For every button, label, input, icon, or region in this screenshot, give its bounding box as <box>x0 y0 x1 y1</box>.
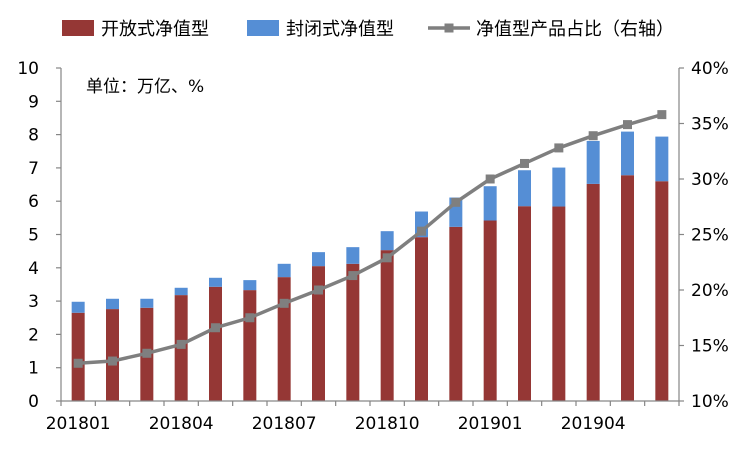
bar-open-201809 <box>346 263 360 401</box>
y-right-tick-label: 30% <box>691 170 729 190</box>
ratio-point-201803 <box>142 348 152 358</box>
ratio-point-201906 <box>657 110 667 120</box>
x-tick-label: 201801 <box>46 414 111 434</box>
bar-closed-201809 <box>346 247 360 264</box>
ratio-point-201902 <box>520 158 529 168</box>
bar-open-201807 <box>277 277 291 401</box>
bar-closed-201810 <box>380 231 394 251</box>
ratio-point-201802 <box>108 356 117 366</box>
bar-closed-201906 <box>655 136 669 182</box>
ratio-point-201903 <box>554 143 564 153</box>
legend-swatch-open <box>62 20 94 36</box>
ratio-point-201812 <box>451 197 461 207</box>
y-left-tick-label: 7 <box>28 159 39 179</box>
bar-closed-201801 <box>71 301 85 313</box>
y-left-tick-label: 8 <box>28 126 39 146</box>
bar-open-201801 <box>71 312 85 401</box>
y-left-tick-label: 2 <box>28 325 39 345</box>
y-left-tick-label: 4 <box>28 259 39 279</box>
bar-closed-201802 <box>106 298 119 310</box>
y-right-tick-label: 25% <box>691 226 729 246</box>
ratio-point-201904 <box>588 131 598 141</box>
x-tick-label: 201804 <box>149 414 214 434</box>
y-left-tick-label: 9 <box>28 92 39 112</box>
bar-open-201811 <box>415 237 428 401</box>
ratio-line <box>78 112 663 366</box>
legend: 开放式净值型 封闭式净值型 净值型产品占比（右轴） <box>62 19 674 40</box>
bar-closed-201902 <box>518 170 531 207</box>
bar-closed-201904 <box>586 140 600 184</box>
y-right-tick-label: 15% <box>691 337 729 357</box>
ratio-point-201811 <box>417 226 426 236</box>
bar-open-201902 <box>518 206 531 401</box>
legend-label-ratio: 净值型产品占比（右轴） <box>476 19 674 40</box>
ratio-point-201805 <box>211 323 220 333</box>
legend-swatch-closed <box>247 20 279 36</box>
y-left-tick-label: 5 <box>28 226 39 246</box>
bar-open-201905 <box>621 175 634 401</box>
ratio-point-201804 <box>176 339 186 349</box>
bar-open-201806 <box>243 290 257 401</box>
bar-closed-201804 <box>174 287 188 296</box>
x-tick-label: 201904 <box>561 414 626 434</box>
bar-open-201903 <box>552 206 566 401</box>
bar-closed-201806 <box>243 280 257 291</box>
ratio-point-201801 <box>73 358 83 368</box>
bar-closed-201807 <box>277 263 291 278</box>
y-right-tick-label: 20% <box>691 281 729 301</box>
bar-open-201810 <box>380 250 394 401</box>
y-right-tick-label: 40% <box>691 59 729 79</box>
ratio-point-201901 <box>485 174 495 184</box>
bar-open-201812 <box>449 226 463 401</box>
bar-closed-201803 <box>140 298 154 308</box>
bar-closed-201808 <box>312 252 325 267</box>
y-left-tick-label: 3 <box>28 292 39 312</box>
bar-closed-201905 <box>621 131 634 176</box>
x-tick-label: 201810 <box>355 414 420 434</box>
bar-open-201904 <box>586 183 600 401</box>
y-right-tick-label: 10% <box>691 392 729 412</box>
legend-label-closed: 封闭式净值型 <box>286 19 394 40</box>
ratio-point-201807 <box>279 298 289 308</box>
axes: 0 1 2 3 4 5 6 7 8 9 10 10% 15% 20% 25% 30% 35% 40% 201801 2… <box>17 59 728 434</box>
x-tick-label: 201901 <box>458 414 523 434</box>
ratio-point-201806 <box>245 313 255 323</box>
y-left-tick-label: 1 <box>28 359 39 379</box>
ratio-point-201808 <box>314 285 323 295</box>
bar-closed-201901 <box>483 186 497 221</box>
bar-open-201808 <box>312 266 325 401</box>
unit-note: 单位：万亿、% <box>86 77 204 97</box>
bar-open-201906 <box>655 181 669 401</box>
bar-open-201805 <box>209 286 222 401</box>
ratio-point-201810 <box>382 253 392 263</box>
bar-closed-201903 <box>552 167 566 207</box>
bar-open-201901 <box>483 220 497 401</box>
y-left-tick-label: 6 <box>28 192 39 212</box>
legend-marker-ratio <box>444 23 454 33</box>
ratio-point-201809 <box>348 271 358 281</box>
legend-label-open: 开放式净值型 <box>101 19 209 40</box>
y-left-tick-label: 10 <box>17 59 39 79</box>
ratio-point-201905 <box>623 120 632 130</box>
y-right-tick-label: 35% <box>691 115 729 135</box>
x-tick-label: 201807 <box>252 414 317 434</box>
bar-open-201802 <box>106 309 119 401</box>
line-series <box>73 110 667 368</box>
bar-closed-201805 <box>209 277 222 287</box>
y-left-tick-label: 0 <box>28 392 39 412</box>
